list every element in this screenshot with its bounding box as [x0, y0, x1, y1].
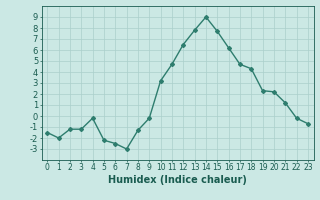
X-axis label: Humidex (Indice chaleur): Humidex (Indice chaleur): [108, 175, 247, 185]
